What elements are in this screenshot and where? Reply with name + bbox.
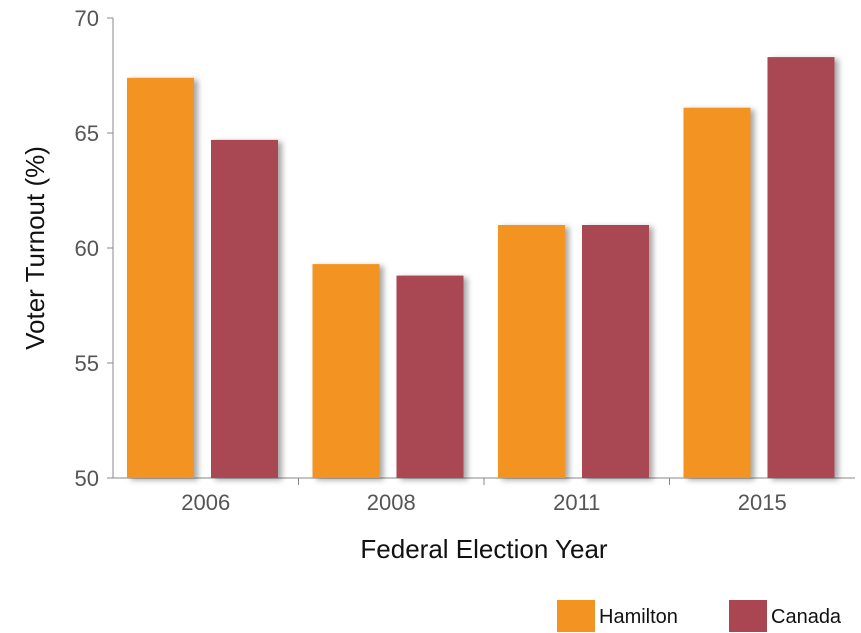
bars (127, 57, 835, 479)
y-tick-label: 60 (75, 236, 99, 261)
y-tick-label: 70 (75, 6, 99, 31)
bar-hamilton-2015 (683, 107, 751, 478)
y-tick-label: 55 (75, 351, 99, 376)
bar-hamilton-2006 (127, 77, 194, 479)
y-axis-title: Voter Turnout (%) (20, 146, 50, 350)
legend-label-hamilton: Hamilton (599, 606, 678, 628)
x-axis-title: Federal Election Year (360, 534, 608, 564)
legend-label-canada: Canada (771, 606, 842, 628)
y-tick-label: 50 (75, 466, 99, 491)
y-tick-label: 65 (75, 121, 99, 146)
x-tick-label: 2011 (553, 490, 600, 515)
bar-hamilton-2011 (498, 225, 565, 478)
x-tick-label: 2006 (181, 490, 230, 515)
tick-labels: 50 55 60 65 70 2006 2008 2011 2015 (75, 6, 787, 515)
bar-canada-2015 (767, 57, 835, 478)
legend: Hamilton Canada (557, 600, 842, 632)
legend-swatch-canada (729, 600, 767, 632)
bar-canada-2008 (396, 275, 464, 478)
bar-canada-2006 (211, 139, 278, 478)
bar-hamilton-2008 (312, 264, 380, 478)
bar-canada-2011 (582, 225, 649, 478)
legend-swatch-hamilton (557, 600, 595, 632)
x-tick-label: 2008 (367, 490, 416, 515)
x-tick-label: 2015 (738, 490, 787, 515)
